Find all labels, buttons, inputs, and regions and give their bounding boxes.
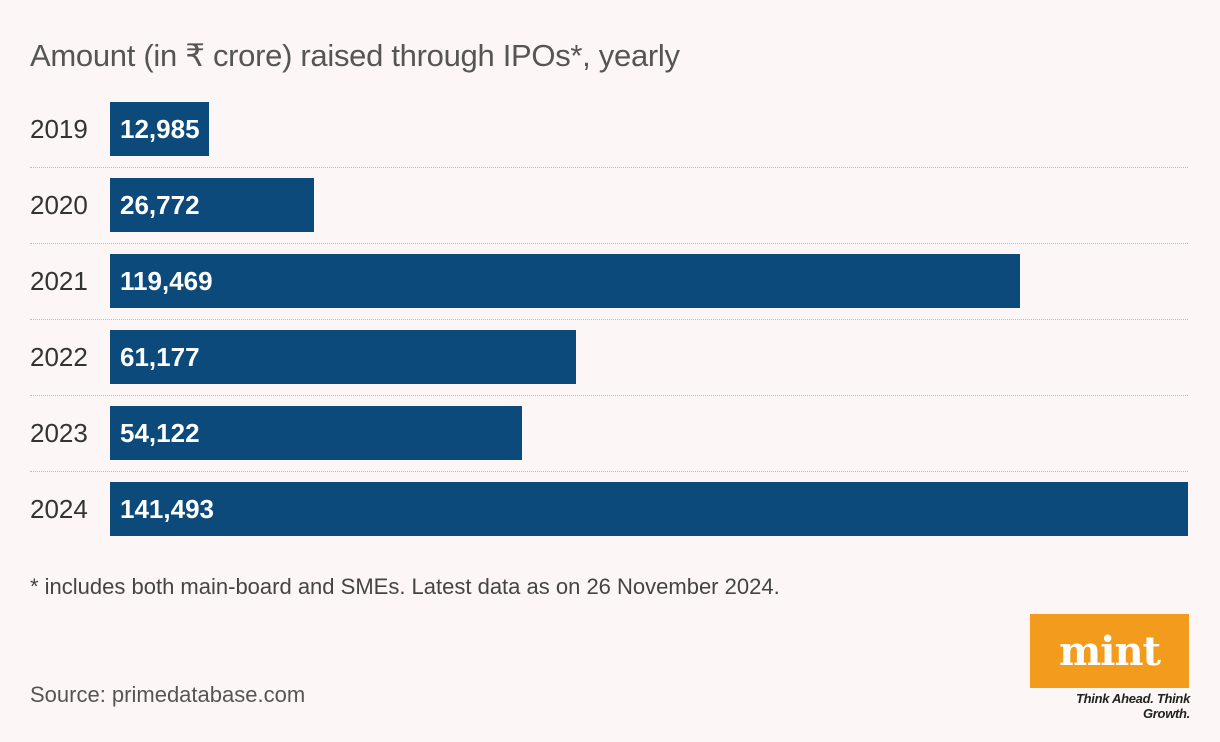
mint-logo: mint — [1030, 614, 1189, 688]
bar-2023 — [110, 406, 522, 460]
bar-value-label-2024: 141,493 — [120, 494, 214, 524]
chart-title: Amount (in ₹ crore) raised through IPOs*… — [30, 38, 680, 73]
bar-2024 — [110, 482, 1188, 536]
footnote: * includes both main-board and SMEs. Lat… — [30, 574, 780, 599]
bar-2021 — [110, 254, 1020, 308]
row-divider — [30, 395, 1188, 396]
bar-chart: 2019 12,985 2020 26,772 2021 119,469 2022 61,17… — [30, 102, 1188, 536]
bar-value-label-2020: 26,772 — [120, 190, 200, 220]
year-label-2024: 2024 — [30, 494, 88, 524]
bar-value-label-2019: 12,985 — [120, 114, 200, 144]
bar-value-label-2021: 119,469 — [120, 266, 213, 296]
year-label-2021: 2021 — [30, 266, 88, 296]
row-divider — [30, 471, 1188, 472]
bar-2019 — [110, 102, 209, 156]
year-label-2020: 2020 — [30, 190, 88, 220]
brand-tagline: Think Ahead. Think Growth. — [1075, 691, 1190, 721]
source-note: Source: primedatabase.com — [30, 682, 306, 707]
logo-text: mint — [1058, 627, 1161, 675]
year-label-2022: 2022 — [30, 342, 88, 372]
row-divider — [30, 319, 1188, 320]
bar-2020 — [110, 178, 314, 232]
bar-value-label-2022: 61,177 — [120, 342, 200, 372]
year-label-2019: 2019 — [30, 114, 88, 144]
bar-value-label-2023: 54,122 — [120, 418, 200, 448]
year-label-2023: 2023 — [30, 418, 88, 448]
row-divider — [30, 243, 1188, 244]
bar-2022 — [110, 330, 576, 384]
row-divider — [30, 167, 1188, 168]
